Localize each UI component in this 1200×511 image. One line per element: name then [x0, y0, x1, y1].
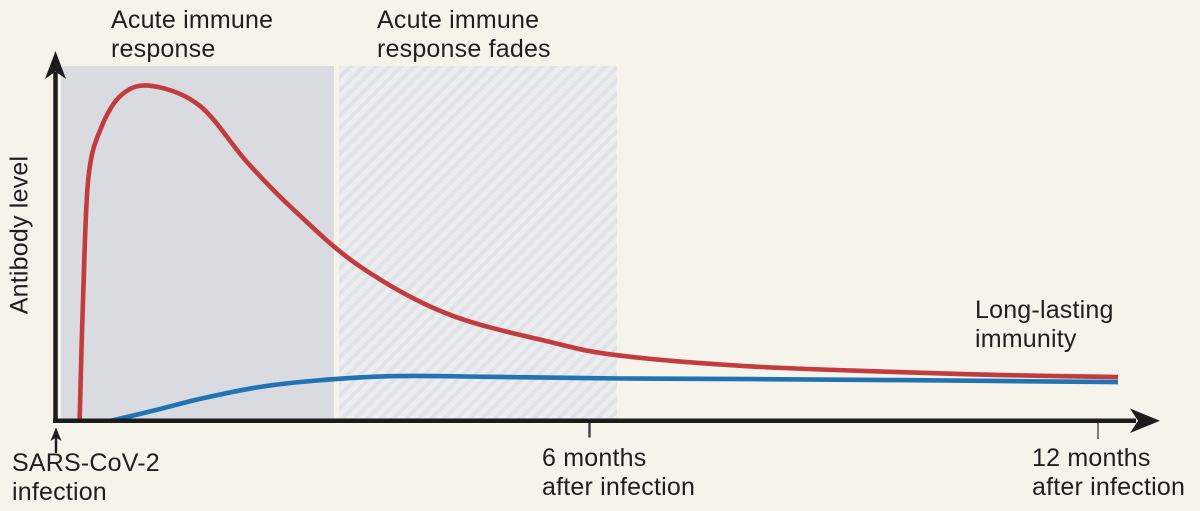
annotation-acute-response-fades: Acute immune response fades	[377, 6, 551, 63]
x-tick-label-12-months: 12 months after infection	[1032, 444, 1186, 501]
y-axis-arrowhead-icon	[45, 51, 66, 79]
x-axis-arrowhead-icon	[1130, 408, 1160, 433]
red-curve-acute-antibody-response	[77, 83, 1119, 422]
annotation-acute-immune-response: Acute immune response	[111, 6, 274, 63]
acute-immune-response-region	[61, 66, 334, 421]
x-tick-label-infection: SARS-CoV-2 infection	[12, 449, 160, 506]
y-axis-label: Antibody level	[5, 155, 34, 315]
acute-response-fades-region	[339, 66, 617, 421]
x-tick-label-6-months: 6 months after infection	[542, 444, 696, 501]
annotation-long-lasting-immunity: Long-lasting immunity	[975, 296, 1114, 353]
infection-pointer-arrowhead-icon	[50, 427, 62, 441]
blue-curve-long-lasting-immunity	[109, 373, 1119, 424]
